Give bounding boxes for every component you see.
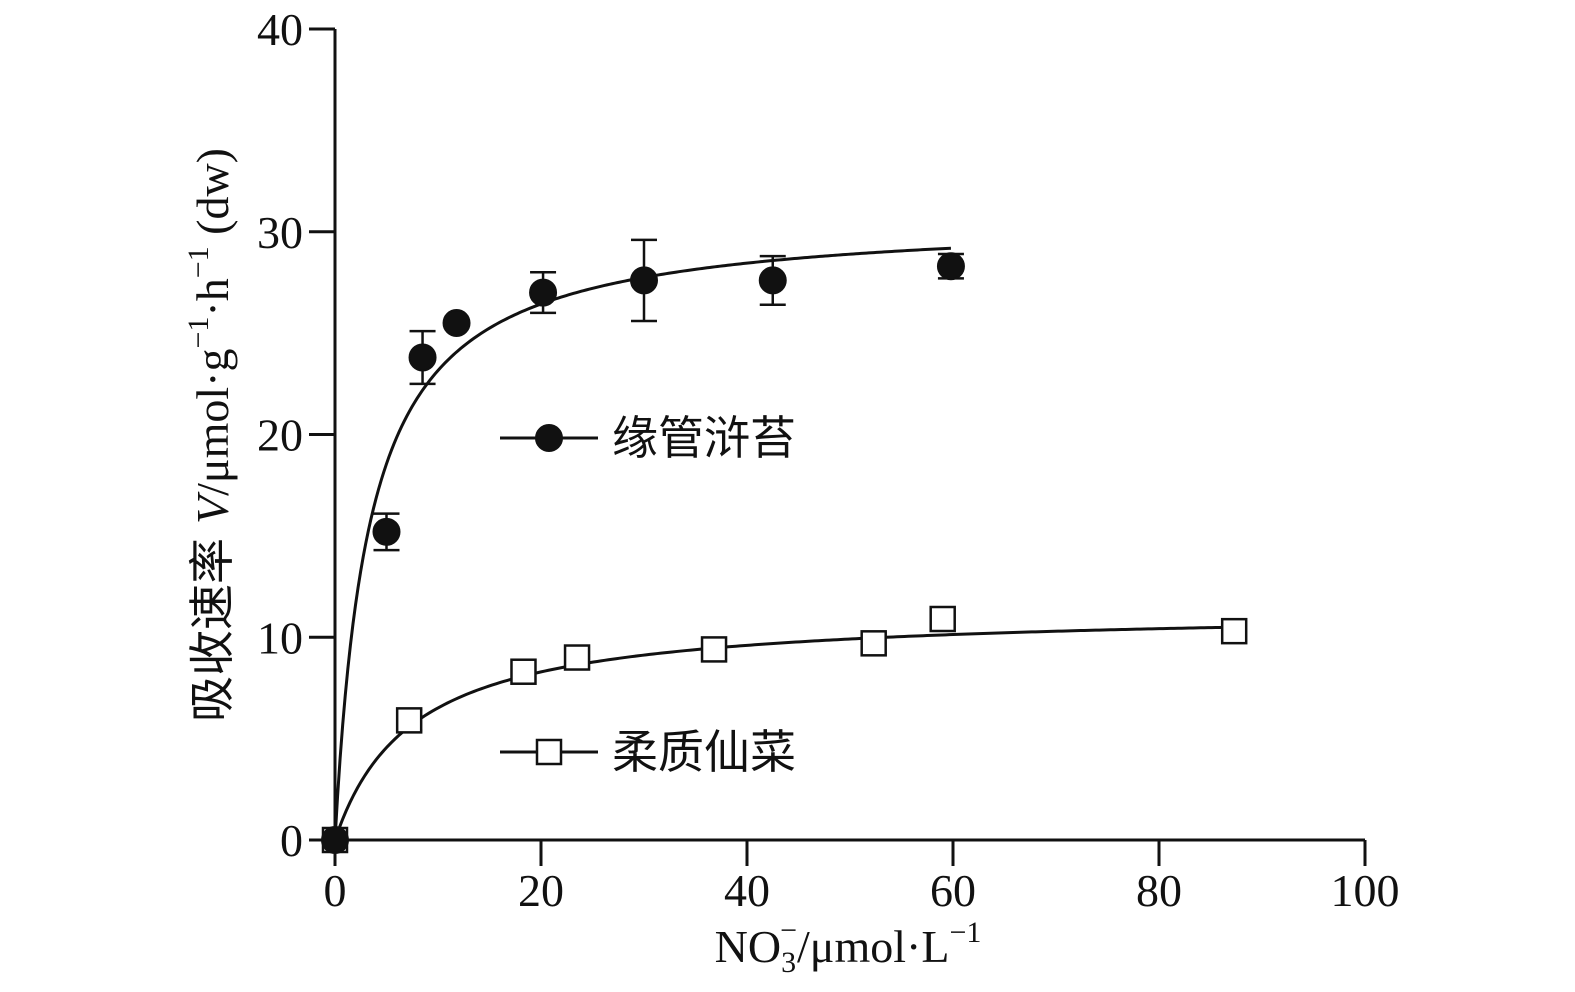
x-tick-label: 80	[1136, 865, 1182, 916]
legend-marker-circle	[535, 424, 563, 452]
y-tick-label: 30	[257, 207, 303, 258]
x-label-main: NO	[715, 921, 781, 972]
y-tick-label: 10	[257, 612, 303, 663]
y-label-sup2: −1	[182, 246, 215, 278]
data-point-circle	[758, 266, 787, 295]
y-tick-label: 20	[257, 410, 303, 461]
data-point-square	[395, 707, 423, 734]
data-point-square	[929, 605, 956, 633]
y-tick-label: 0	[280, 815, 303, 866]
y-label-mid: ·h	[187, 278, 238, 316]
data-point-circle	[630, 266, 658, 295]
legend-entry-1: 缘管浒苔	[500, 413, 796, 464]
data-point-square	[700, 636, 728, 663]
y-label-tail: (dw)	[187, 148, 238, 246]
data-point-square	[860, 630, 887, 657]
axes: 0 10 20 30 40 0 20 40 60 80 100	[257, 4, 1400, 916]
y-label-var: V	[187, 491, 238, 524]
data-point-circle	[529, 278, 558, 307]
x-label-sub: 3	[781, 946, 796, 979]
data-point-square	[1220, 617, 1248, 645]
y-label-unit: /μmol·g	[187, 349, 238, 496]
data-point-circle	[372, 517, 401, 546]
data-point-square	[563, 644, 591, 671]
x-label-rest-sup: −1	[949, 916, 981, 949]
data-point-circle	[936, 252, 965, 281]
data-point-circle	[442, 308, 471, 337]
y-tick-label: 40	[257, 4, 303, 55]
x-tick-label: 100	[1331, 865, 1400, 916]
data-markers	[321, 252, 1248, 854]
x-label-rest: /μmol·L	[797, 921, 949, 972]
x-tick-label: 0	[324, 865, 347, 916]
legend-marker-square	[535, 738, 563, 766]
y-label-sup1: −1	[182, 317, 215, 349]
data-point-circle	[321, 826, 349, 854]
data-point-circle	[408, 343, 437, 372]
x-axis-label: NO3−/μmol·L−1	[715, 914, 982, 979]
legend-label: 缘管浒苔	[612, 413, 796, 464]
legend-label: 柔质仙菜	[612, 727, 796, 778]
y-axis-label: 吸收速率V/μmol·g−1·h−1 (dw)	[182, 148, 238, 722]
y-label-cn: 吸收速率	[187, 538, 238, 722]
x-tick-label: 40	[724, 865, 770, 916]
data-point-square	[510, 658, 537, 685]
x-label-sup: −	[780, 914, 797, 947]
legend-entry-2: 柔质仙菜	[500, 727, 796, 778]
x-tick-label: 60	[930, 865, 976, 916]
x-tick-label: 20	[518, 865, 564, 916]
fit-curve-2	[333, 625, 1235, 841]
